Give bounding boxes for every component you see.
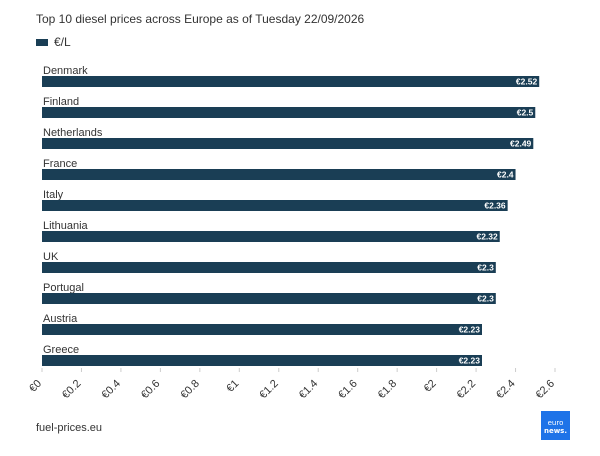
category-label: Austria [43,313,78,325]
euronews-logo: euro news. [541,411,570,440]
category-label: Lithuania [43,220,89,232]
category-label: France [43,158,77,170]
x-tick-label: €1.4 [297,378,321,402]
bar-value-label: €2.32 [476,232,498,242]
bar [42,138,534,149]
bar [42,355,482,366]
bar [42,107,536,118]
bar [42,231,500,242]
logo-line-1: euro [547,419,564,427]
x-tick-label: €2.6 [533,378,557,402]
x-tick-label: €1.6 [336,378,360,402]
bar [42,76,540,87]
x-tick-label: €2.2 [455,378,479,402]
category-label: Italy [43,189,64,201]
legend-swatch [36,38,48,46]
bar-value-label: €2.36 [484,201,506,211]
x-tick-label: €1.8 [376,378,400,402]
legend: €/L [36,35,71,49]
category-label: Finland [43,96,79,108]
legend-label: €/L [54,35,71,49]
bar-value-label: €2.3 [477,263,494,273]
logo-line-2: news. [543,427,568,435]
bar [42,200,508,211]
x-tick-label: €0.6 [139,378,163,402]
bar-value-label: €2.5 [517,108,534,118]
bar [42,324,482,335]
source-label: fuel-prices.eu [36,422,103,434]
x-tick-label: €0.4 [99,378,123,402]
category-label: Denmark [43,65,88,77]
x-tick-label: €1 [224,378,241,395]
x-tick-label: €0.8 [178,378,202,402]
bar [42,293,496,304]
bar-value-label: €2.23 [459,325,481,335]
bar [42,262,496,273]
category-label: Greece [43,344,79,356]
category-label: Netherlands [43,127,103,139]
x-tick-label: €2 [422,378,439,395]
bar-value-label: €2.23 [459,356,481,366]
bars-layer: Denmark €2.52 Finland €2.5 Netherlands €2.49 F… [42,65,540,366]
bar-value-label: €2.4 [497,170,514,180]
chart-title: Top 10 diesel prices across Europe as of… [36,12,365,26]
x-tick-label: €1.2 [257,378,281,402]
bar-value-label: €2.49 [510,139,532,149]
x-tick-label: €2.4 [494,378,518,402]
x-tick-label: €0.2 [60,378,84,402]
bar [42,169,516,180]
bar-value-label: €2.52 [516,77,538,87]
x-axis: €0 €0.2 €0.4 €0.6 €0.8 €1 €1.2 €1.4 €1.6 €1.8 €2 €2… [27,368,557,401]
x-tick-label: €0 [27,378,44,395]
bar-value-label: €2.3 [477,294,494,304]
category-label: UK [43,251,59,263]
category-label: Portugal [43,282,84,294]
